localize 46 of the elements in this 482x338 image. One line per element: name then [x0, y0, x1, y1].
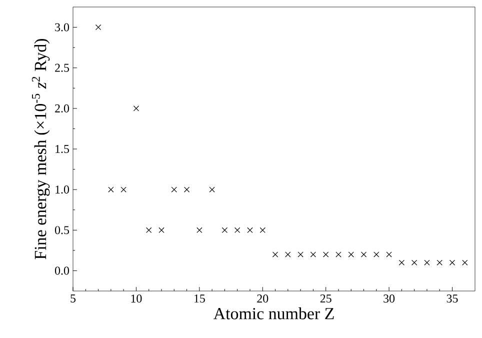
point — [322, 252, 329, 258]
point — [234, 227, 240, 233]
point — [424, 260, 430, 266]
point — [411, 260, 418, 266]
point — [247, 227, 253, 233]
x-tick-label: 35 — [446, 294, 458, 303]
point — [374, 252, 380, 258]
point — [120, 186, 126, 192]
point — [272, 252, 278, 258]
point — [209, 186, 215, 192]
point — [310, 252, 316, 258]
point — [184, 186, 190, 192]
y-tick-label: 2.5 — [55, 64, 70, 72]
point — [449, 260, 456, 266]
y-tick-label: 0.5 — [54, 226, 70, 234]
point — [222, 227, 228, 233]
point — [146, 227, 152, 233]
x-tick-label: 5 — [70, 294, 76, 302]
point — [95, 24, 102, 30]
y-tick-label: 3.0 — [55, 23, 70, 32]
point — [108, 186, 114, 192]
point — [336, 252, 342, 258]
x-tick-label: 15 — [194, 294, 205, 303]
x-tick-label: 25 — [320, 294, 332, 303]
point — [158, 227, 164, 233]
x-tick-label: 10 — [131, 294, 142, 303]
y-tick-label: 1.0 — [56, 186, 70, 194]
y-axis-title: Fine energy mesh (×10$^{-5}$ z$^{2}$ Ryd) — [32, 38, 50, 260]
point — [360, 252, 367, 258]
x-tick-label: 20 — [257, 294, 268, 303]
point — [398, 260, 405, 266]
point — [436, 260, 442, 266]
point — [196, 227, 202, 233]
y-tick-label: 1.5 — [56, 144, 70, 154]
point — [133, 106, 140, 112]
point — [171, 186, 177, 192]
x-tick-label: 30 — [384, 294, 395, 303]
x-axis-title: Atomic number Z — [214, 307, 334, 320]
point — [285, 252, 291, 258]
point — [348, 252, 354, 258]
point — [298, 252, 304, 258]
point — [260, 227, 266, 233]
y-tick-label: 0.0 — [54, 266, 70, 275]
point — [462, 260, 468, 266]
y-tick-label: 2.0 — [55, 104, 70, 112]
point — [386, 252, 392, 258]
